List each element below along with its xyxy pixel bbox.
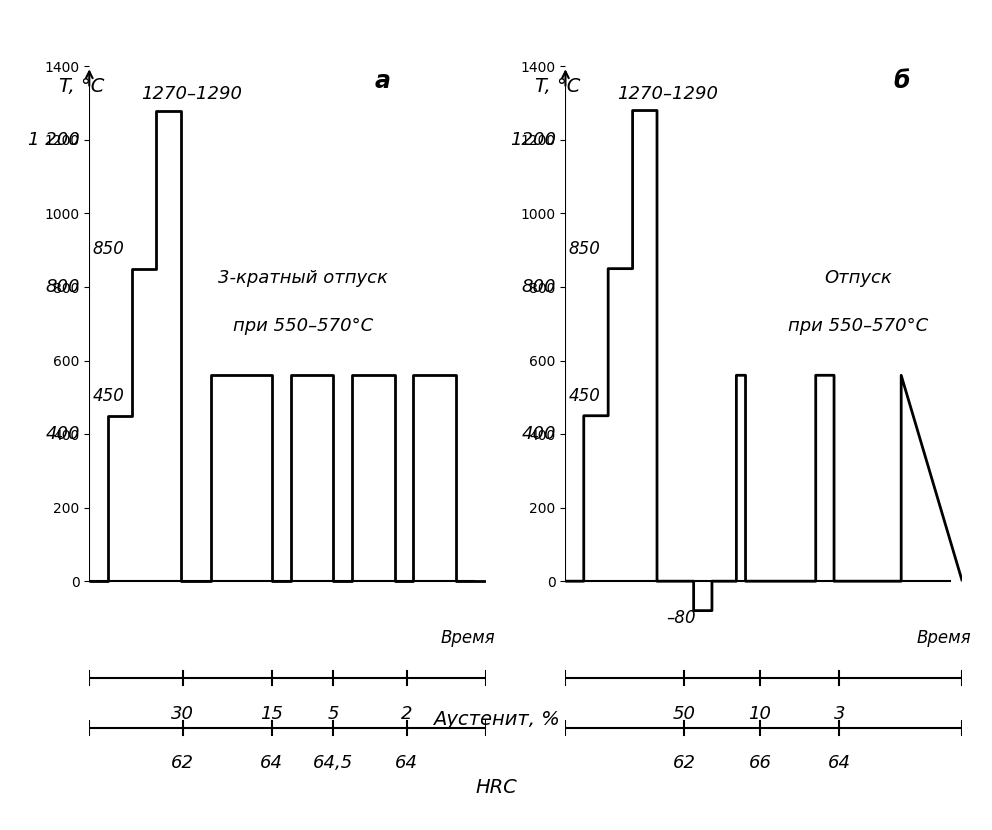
Text: б: б (893, 70, 910, 94)
Text: 64: 64 (827, 754, 851, 773)
Text: Отпуск: Отпуск (824, 270, 893, 287)
Text: 1 200: 1 200 (29, 131, 80, 149)
Text: при 550–570°С: при 550–570°С (233, 317, 373, 335)
Text: Время: Время (917, 629, 971, 647)
Text: 800: 800 (522, 278, 557, 296)
Text: а: а (374, 70, 390, 94)
Text: 64: 64 (260, 754, 284, 773)
Text: Аустенит, %: Аустенит, % (433, 710, 559, 729)
Text: 64,5: 64,5 (313, 754, 353, 773)
Text: –80: –80 (667, 609, 696, 627)
Text: 50: 50 (673, 705, 696, 723)
Text: 15: 15 (260, 705, 284, 723)
Text: 850: 850 (92, 240, 124, 258)
Text: 1270–1290: 1270–1290 (141, 85, 242, 104)
Text: HRC: HRC (475, 778, 517, 797)
Text: 2: 2 (401, 705, 413, 723)
Text: 1270–1290: 1270–1290 (617, 85, 718, 104)
Text: T, °C: T, °C (59, 76, 104, 95)
Text: 3: 3 (833, 705, 845, 723)
Text: 3-кратный отпуск: 3-кратный отпуск (218, 270, 388, 287)
Text: при 550–570°С: при 550–570°С (789, 317, 929, 335)
Text: 62: 62 (673, 754, 696, 773)
Text: 5: 5 (327, 705, 339, 723)
Text: 62: 62 (171, 754, 194, 773)
Text: 10: 10 (748, 705, 772, 723)
Text: 400: 400 (46, 425, 80, 443)
Text: 1200: 1200 (510, 131, 557, 149)
Text: 66: 66 (748, 754, 772, 773)
Text: 850: 850 (568, 240, 600, 258)
Text: 450: 450 (92, 387, 124, 405)
Text: T, °C: T, °C (535, 76, 580, 95)
Text: 800: 800 (46, 278, 80, 296)
Text: 30: 30 (171, 705, 194, 723)
Text: 64: 64 (395, 754, 419, 773)
Text: 450: 450 (568, 387, 600, 405)
Text: Время: Время (440, 629, 495, 647)
Text: 400: 400 (522, 425, 557, 443)
